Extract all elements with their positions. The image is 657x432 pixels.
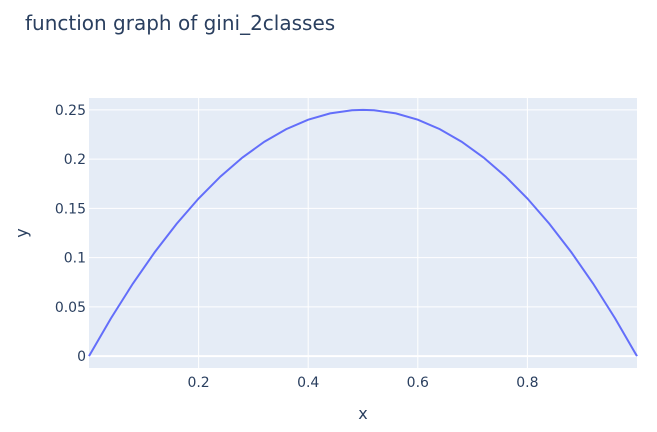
y-tick-label: 0.1 <box>64 251 86 267</box>
x-tick-label: 0.8 <box>516 375 538 391</box>
y-tick-label: 0.25 <box>55 103 86 119</box>
x-axis-label: x <box>358 404 367 423</box>
tick-labels: 0.2 0.4 0.6 0.8 0 0.05 0.1 0.15 0.2 0.25 <box>55 103 539 391</box>
series-line <box>88 108 638 357</box>
x-tick-label: 0.6 <box>407 375 429 391</box>
y-tick-label: 0.05 <box>55 300 86 316</box>
chart-title: function graph of gini_2classes <box>25 11 336 35</box>
y-axis-label: y <box>12 228 31 237</box>
y-tick-label: 0 <box>77 349 86 365</box>
y-tick-label: 0.2 <box>64 152 86 168</box>
x-tick-label: 0.4 <box>297 375 319 391</box>
x-tick-label: 0.2 <box>187 375 209 391</box>
plot-area <box>89 98 637 368</box>
y-tick-label: 0.15 <box>55 201 86 217</box>
